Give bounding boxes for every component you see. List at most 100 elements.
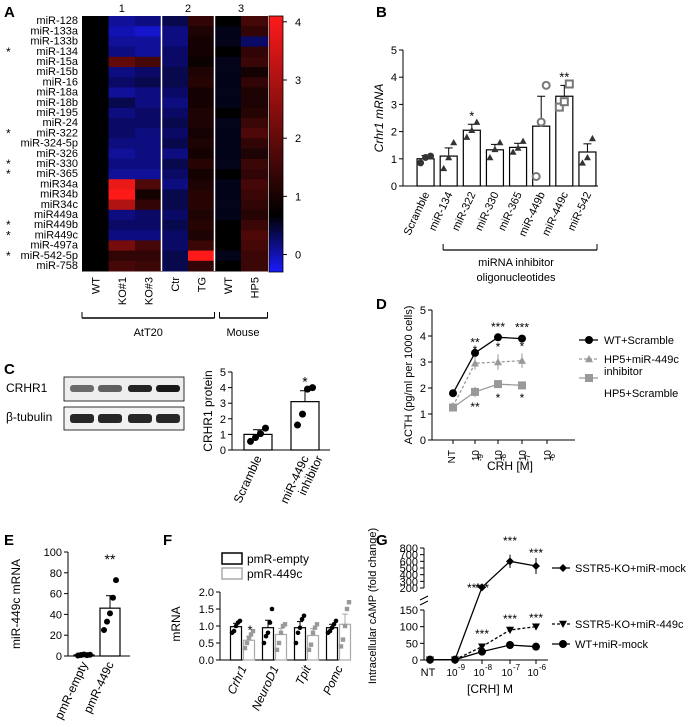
panel-c-y-tick-label: 1	[220, 429, 226, 441]
heatmap-cell	[241, 87, 268, 99]
significance-star: **	[105, 551, 116, 567]
legend-label: pmR-449c	[247, 567, 302, 581]
panel-e-y-tick-label: 80	[50, 568, 62, 580]
data-point	[306, 647, 312, 652]
heatmap-cell	[188, 26, 215, 37]
heatmap-cell	[241, 56, 268, 68]
heatmap-cell	[188, 36, 215, 48]
panel-g-y-tick-label: 500	[400, 563, 418, 575]
panel-e-y-tick-label: 20	[50, 630, 62, 642]
data-point	[494, 333, 502, 342]
data-point	[252, 434, 259, 442]
panel-d-x-tick-exponent: -7	[523, 453, 532, 461]
data-point	[426, 655, 434, 664]
heatmap-row-label: miR-322	[36, 127, 78, 139]
panel-letter-b: B	[376, 4, 387, 21]
heatmap-cell	[82, 240, 109, 252]
data-point	[427, 152, 435, 160]
panel-d-y-label: ACTH (pg/ml per 1000 cells)	[403, 306, 415, 445]
heatmap-cell	[135, 118, 162, 129]
panel-letter-c: C	[4, 361, 15, 378]
significance-star: ***	[503, 612, 517, 626]
heatmap-group-number: 2	[185, 3, 191, 15]
heatmap-cell	[161, 36, 189, 48]
heatmap-cell	[108, 169, 136, 180]
heatmap-cell	[82, 189, 109, 201]
axis-break-mark	[419, 595, 429, 601]
heatmap-cell	[108, 128, 136, 139]
data-point	[278, 630, 284, 635]
heatmap-cell	[108, 87, 136, 99]
data-point	[532, 562, 540, 570]
data-point	[468, 126, 476, 134]
colorbar-tick-label: 2	[295, 133, 301, 145]
heatmap-cell	[241, 250, 268, 262]
heatmap-cell	[82, 138, 109, 150]
panel-g-x-tick-exponent: -7	[513, 663, 521, 672]
inhibitor-label-line1: miRNA inhibitor	[478, 257, 554, 269]
data-point	[294, 421, 301, 429]
data-point	[297, 625, 303, 630]
data-point	[231, 628, 237, 634]
legend-marker	[559, 640, 567, 648]
heatmap-row-label: miR34c	[41, 199, 79, 211]
panel-g-x-tick-label: 10	[527, 668, 539, 679]
heatmap-cell	[82, 148, 109, 160]
panel-g-y-label: Intracellular cAMP (fold change)	[367, 528, 379, 684]
significance-star: *	[6, 218, 11, 232]
data-point	[518, 334, 526, 343]
heatmap-cell	[241, 77, 268, 88]
significance-star: *	[469, 108, 474, 123]
heatmap-cell	[241, 189, 268, 201]
heatmap-cell	[82, 87, 109, 99]
heatmap-column-label: KO#3	[143, 277, 155, 305]
data-point	[329, 625, 335, 630]
heatmap-cell	[161, 118, 189, 129]
heatmap-cell	[161, 77, 189, 88]
heatmap-cell	[135, 169, 162, 180]
panel-d-x-tick-exponent: -6	[548, 453, 557, 461]
panel-f-y-tick-label: 2.0	[199, 587, 214, 599]
heatmap-cell	[82, 260, 109, 272]
panel-d-y-tick-label: 0	[420, 435, 426, 447]
panel-g-x-tick-label: 10	[473, 668, 485, 679]
data-point	[518, 381, 526, 390]
data-point	[299, 410, 306, 418]
panel-f-y-label: mRNA	[169, 606, 183, 641]
panel-b-y-label: Crhr1 mRNA	[372, 84, 386, 153]
panel-letter-g: G	[376, 532, 388, 549]
heatmap-cell	[188, 97, 215, 109]
heatmap-cell	[161, 169, 189, 180]
heatmap-row-label: miR-326	[36, 148, 78, 160]
panel-d-x-tick-label: 10	[471, 450, 482, 462]
panel-b-y-tick-label: 0	[391, 181, 397, 193]
heatmap-cell	[188, 56, 215, 68]
heatmap-cell	[161, 26, 189, 37]
heatmap-cell	[188, 179, 215, 190]
legend-label: SSTR5-KO+miR-449c	[575, 619, 684, 631]
inhibitor-label-line2: oligonucleotides	[477, 272, 556, 284]
blot-band-crhr1	[156, 385, 180, 392]
heatmap-cell	[241, 230, 268, 241]
heatmap-cell	[108, 46, 136, 58]
heatmap-cell	[214, 220, 242, 231]
heatmap-row-label: miR-330	[36, 158, 78, 170]
colorbar	[268, 15, 284, 273]
heatmap-cell	[108, 179, 136, 190]
panel-d-x-tick-label: 10	[543, 450, 554, 462]
heatmap-panel: miR-128miR-133amiR-133bmiR-134*miR-15ami…	[6, 3, 301, 339]
heatmap-cell	[135, 138, 162, 150]
heatmap-cell	[214, 128, 242, 139]
heatmap-cell	[188, 250, 215, 262]
heatmap-cell	[188, 199, 215, 211]
legend-label: pmR-empty	[247, 552, 309, 566]
heatmap-cell	[161, 209, 189, 221]
data-point	[478, 643, 486, 651]
panel-g-y-tick-label: 400	[400, 570, 418, 582]
heatmap-cell	[214, 179, 242, 190]
panel-f-y-tick-label: 0.5	[199, 638, 214, 650]
data-point	[564, 79, 574, 89]
data-point	[248, 632, 254, 637]
